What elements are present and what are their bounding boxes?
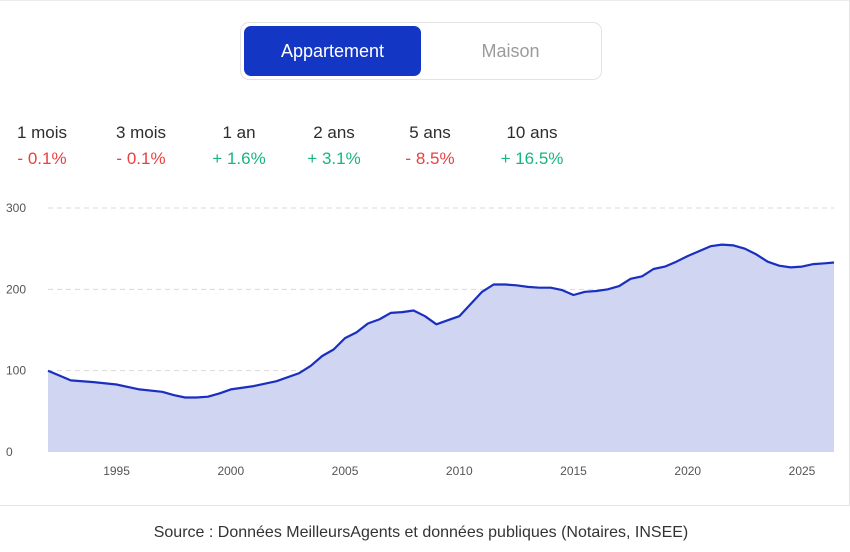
price-line [47, 243, 835, 399]
x-tick-label: 2010 [446, 464, 473, 478]
appartement-tab[interactable]: Appartement [244, 26, 421, 76]
price-chart: 0 100 200 300 1995 2000 2005 2010 2015 2020 2025 [6, 201, 835, 478]
stat-5-ans: 5 ans - 8.5% [405, 120, 454, 172]
stat-10-ans: 10 ans + 16.5% [501, 120, 564, 172]
stat-value: + 16.5% [500, 149, 564, 168]
y-tick-label: 100 [6, 364, 26, 378]
stat-1-mois: 1 mois - 0.1% [17, 120, 67, 172]
divider [0, 505, 850, 506]
stat-label: 1 mois [16, 123, 68, 142]
y-tick-label: 300 [6, 201, 26, 215]
stat-label: 2 ans [313, 123, 355, 142]
top-border [0, 0, 850, 1]
property-type-toggle: Appartement Maison [240, 22, 602, 80]
stat-value: - 0.1% [116, 149, 166, 168]
y-tick-label: 0 [6, 445, 13, 459]
stat-label: 3 mois [115, 123, 167, 142]
x-tick-label: 1995 [103, 464, 130, 478]
stat-label: 1 an [222, 123, 256, 142]
source-note: Source : Données MeilleursAgents et donn… [153, 524, 689, 541]
stat-2-ans: 2 ans + 3.1% [307, 120, 360, 172]
y-tick-label: 200 [6, 282, 26, 296]
stat-label: 10 ans [506, 123, 558, 142]
stat-3-mois: 3 mois - 0.1% [116, 120, 166, 172]
x-tick-label: 2000 [217, 464, 244, 478]
stat-1-an: 1 an + 1.6% [212, 120, 265, 172]
stat-value: - 0.1% [17, 149, 67, 168]
x-tick-label: 2015 [560, 464, 587, 478]
price-evolution-stats: 1 mois - 0.1% 3 mois - 0.1% 1 an + 1.6% … [0, 120, 620, 180]
stat-value: + 3.1% [307, 149, 361, 168]
stat-label: 5 ans [409, 123, 451, 142]
x-tick-label: 2020 [674, 464, 701, 478]
stat-value: - 8.5% [405, 149, 455, 168]
x-tick-label: 2025 [789, 464, 816, 478]
stat-value: + 1.6% [212, 149, 266, 168]
price-area [48, 244, 834, 452]
maison-tab[interactable]: Maison [481, 40, 540, 61]
x-tick-label: 2005 [332, 464, 359, 478]
